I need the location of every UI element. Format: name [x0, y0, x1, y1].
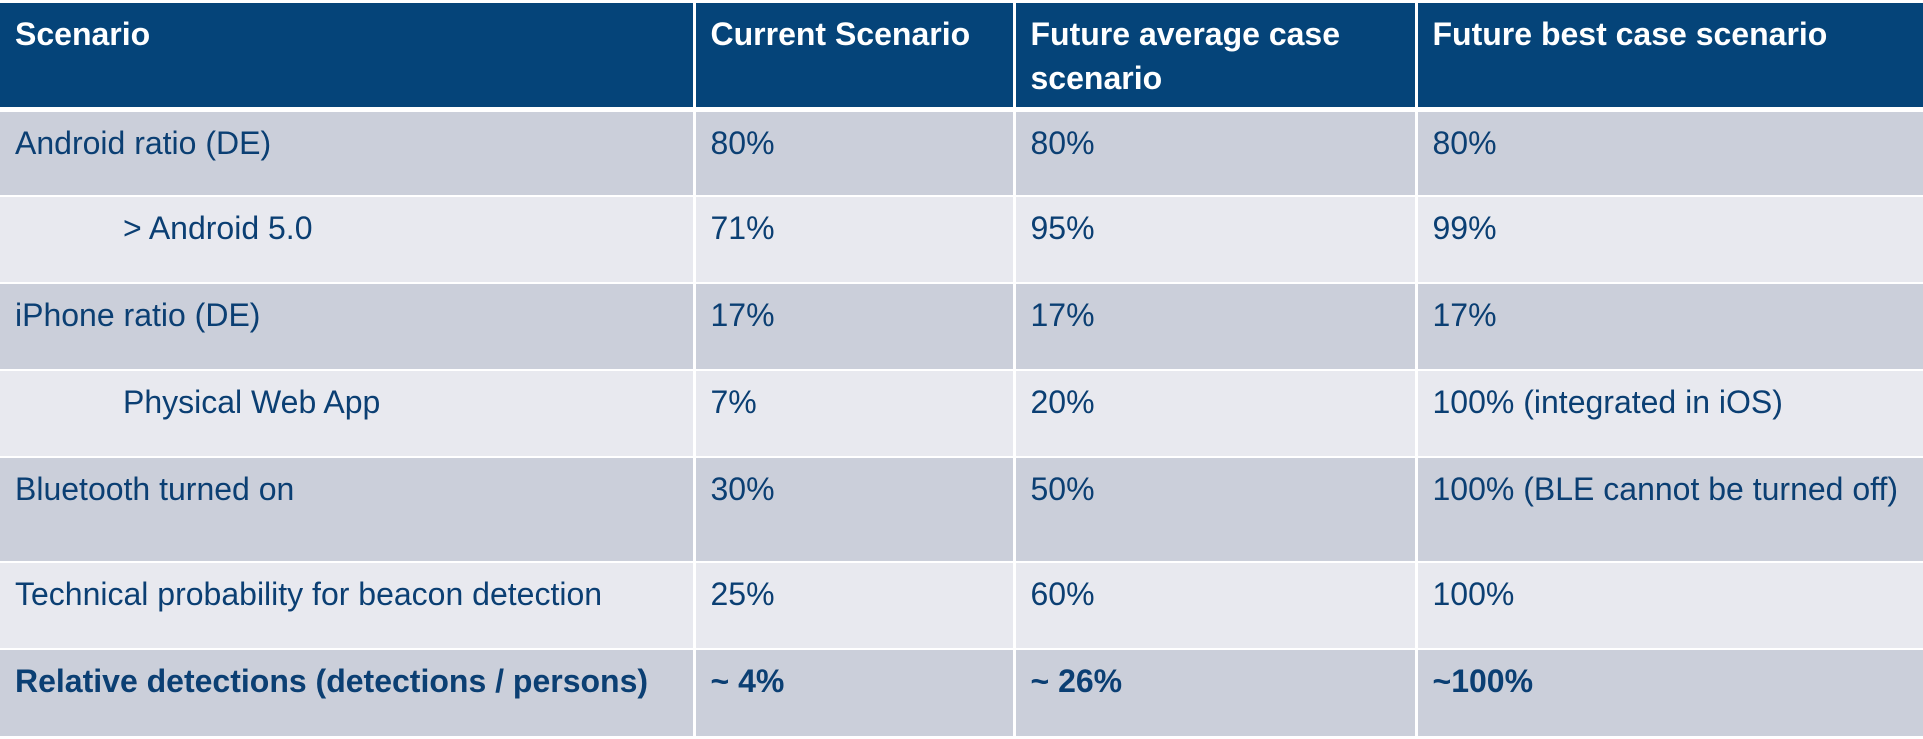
header-future-best: Future best case scenario [1416, 3, 1923, 112]
table-row: Bluetooth turned on 30% 50% 100% (BLE ca… [0, 457, 1923, 563]
cell-future-best: 17% [1416, 283, 1923, 371]
table-row: Technical probability for beacon detecti… [0, 562, 1923, 650]
header-current-scenario: Current Scenario [694, 3, 1016, 112]
row-label: Relative detections (detections / person… [0, 649, 696, 736]
cell-future-average: 80% [1014, 109, 1418, 197]
cell-current: 30% [694, 457, 1016, 563]
row-label: Android ratio (DE) [0, 109, 696, 197]
cell-future-best: 100% [1416, 562, 1923, 650]
cell-future-average: 17% [1014, 283, 1418, 371]
row-label: iPhone ratio (DE) [0, 283, 696, 371]
cell-future-average: 20% [1014, 370, 1418, 458]
table-row: Android ratio (DE) 80% 80% 80% [0, 109, 1923, 197]
cell-future-best: 100% (integrated in iOS) [1416, 370, 1923, 458]
cell-future-best: 100% (BLE cannot be turned off) [1416, 457, 1923, 563]
table-row: iPhone ratio (DE) 17% 17% 17% [0, 283, 1923, 371]
cell-future-average: ~ 26% [1014, 649, 1418, 736]
header-row: Scenario Current Scenario Future average… [0, 3, 1923, 112]
header-scenario: Scenario [0, 3, 696, 112]
row-label: Technical probability for beacon detecti… [0, 562, 696, 650]
cell-current: 7% [694, 370, 1016, 458]
scenario-table: Scenario Current Scenario Future average… [0, 3, 1923, 736]
cell-future-average: 50% [1014, 457, 1418, 563]
cell-current: ~ 4% [694, 649, 1016, 736]
header-future-average: Future average case scenario [1014, 3, 1418, 112]
row-label: > Android 5.0 [0, 196, 696, 284]
cell-future-average: 60% [1014, 562, 1418, 650]
cell-current: 71% [694, 196, 1016, 284]
row-label: Physical Web App [0, 370, 696, 458]
cell-future-best: 80% [1416, 109, 1923, 197]
table-row: > Android 5.0 71% 95% 99% [0, 196, 1923, 284]
cell-current: 17% [694, 283, 1016, 371]
cell-future-average: 95% [1014, 196, 1418, 284]
cell-current: 80% [694, 109, 1016, 197]
scenario-table-container: Scenario Current Scenario Future average… [0, 3, 1923, 736]
cell-future-best: ~100% [1416, 649, 1923, 736]
table-row: Physical Web App 7% 20% 100% (integrated… [0, 370, 1923, 458]
table-row-total: Relative detections (detections / person… [0, 649, 1923, 736]
cell-current: 25% [694, 562, 1016, 650]
cell-future-best: 99% [1416, 196, 1923, 284]
row-label: Bluetooth turned on [0, 457, 696, 563]
